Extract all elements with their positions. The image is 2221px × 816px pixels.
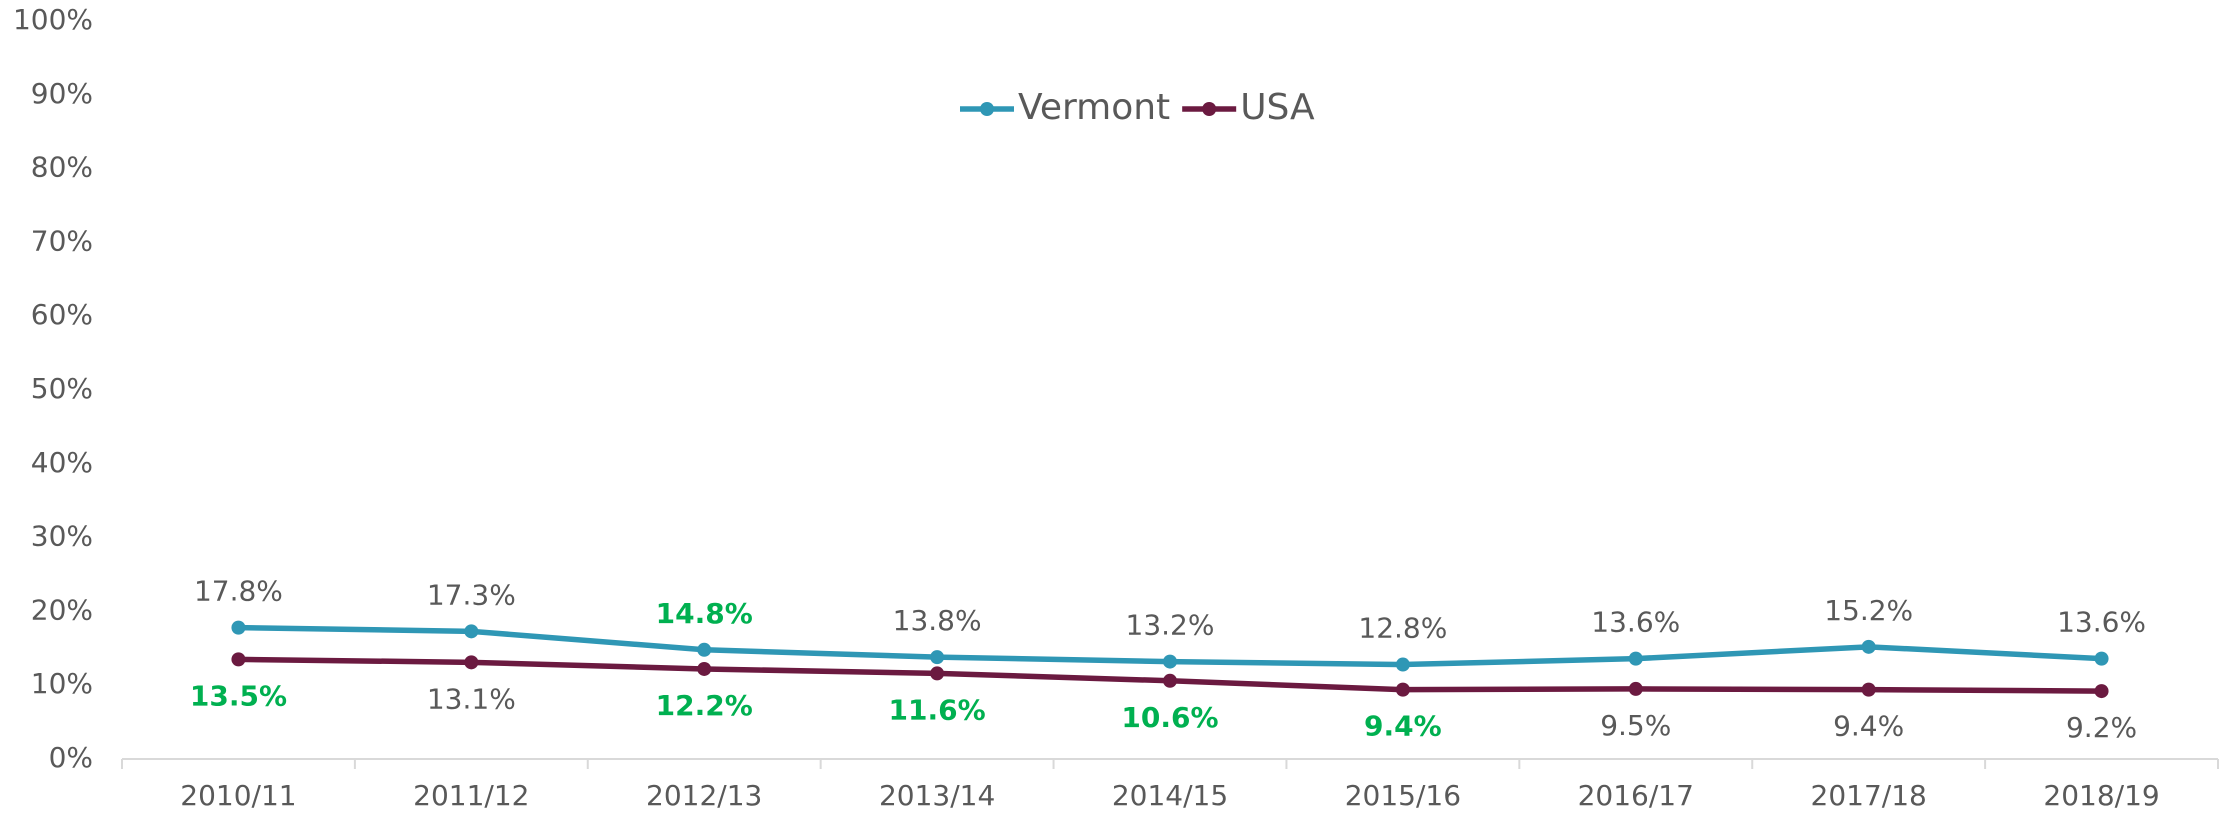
y-tick-label: 70% [31, 224, 93, 257]
data-label: 10.6% [1121, 701, 1218, 734]
data-label: 12.2% [656, 689, 753, 722]
y-tick-label: 50% [31, 372, 93, 405]
data-point [2094, 651, 2109, 666]
data-point [464, 655, 479, 670]
data-label: 9.4% [1833, 710, 1904, 743]
y-tick-label: 60% [31, 298, 93, 331]
y-tick-label: 100% [13, 3, 93, 36]
data-label: 13.6% [1591, 606, 1680, 639]
data-label: 17.8% [194, 575, 283, 608]
data-label: 13.5% [190, 679, 287, 712]
data-label: 12.8% [1358, 612, 1447, 645]
data-label: 13.1% [427, 682, 516, 715]
data-label: 9.2% [2066, 711, 2137, 744]
data-point [464, 624, 479, 639]
data-point [1163, 673, 1177, 688]
data-point [1861, 639, 1876, 654]
legend-label: Vermont [1018, 87, 1170, 128]
legend-marker [1202, 102, 1217, 116]
data-point [1163, 654, 1177, 669]
x-tick-label: 2012/13 [646, 779, 762, 812]
data-label: 13.8% [893, 604, 982, 637]
data-label: 9.4% [1364, 710, 1442, 743]
x-tick-label: 2013/14 [879, 779, 995, 812]
data-label: 13.2% [1126, 609, 1215, 642]
data-point [1395, 682, 1410, 697]
y-tick-label: 80% [31, 151, 93, 184]
data-label: 17.3% [427, 578, 516, 611]
data-point [1628, 651, 1643, 666]
x-tick-label: 2016/17 [1578, 779, 1694, 812]
y-tick-label: 30% [31, 520, 93, 553]
x-tick-label: 2015/16 [1345, 779, 1461, 812]
data-point [697, 642, 712, 657]
data-point [1395, 657, 1410, 672]
data-point [231, 652, 246, 667]
data-label: 15.2% [1824, 594, 1913, 627]
data-point [1861, 682, 1876, 697]
y-tick-label: 20% [31, 593, 93, 626]
data-label: 13.6% [2057, 606, 2146, 639]
y-tick-label: 0% [49, 741, 93, 774]
data-point [1628, 681, 1643, 696]
data-label: 9.5% [1600, 709, 1671, 742]
x-tick-label: 2014/15 [1112, 779, 1228, 812]
data-point [231, 620, 246, 635]
data-point [697, 661, 712, 676]
data-point [2094, 684, 2109, 699]
legend-marker [980, 102, 994, 116]
y-tick-label: 40% [31, 446, 93, 479]
legend-label: USA [1240, 87, 1315, 128]
data-label: 11.6% [889, 693, 986, 726]
x-tick-label: 2010/11 [180, 779, 296, 812]
data-point [930, 650, 945, 665]
x-tick-label: 2017/18 [1811, 779, 1927, 812]
y-tick-label: 10% [31, 667, 93, 700]
data-point [930, 666, 945, 681]
x-tick-label: 2011/12 [413, 779, 529, 812]
x-tick-label: 2018/19 [2043, 779, 2159, 812]
y-tick-label: 90% [31, 77, 93, 110]
data-label: 14.8% [656, 597, 753, 630]
